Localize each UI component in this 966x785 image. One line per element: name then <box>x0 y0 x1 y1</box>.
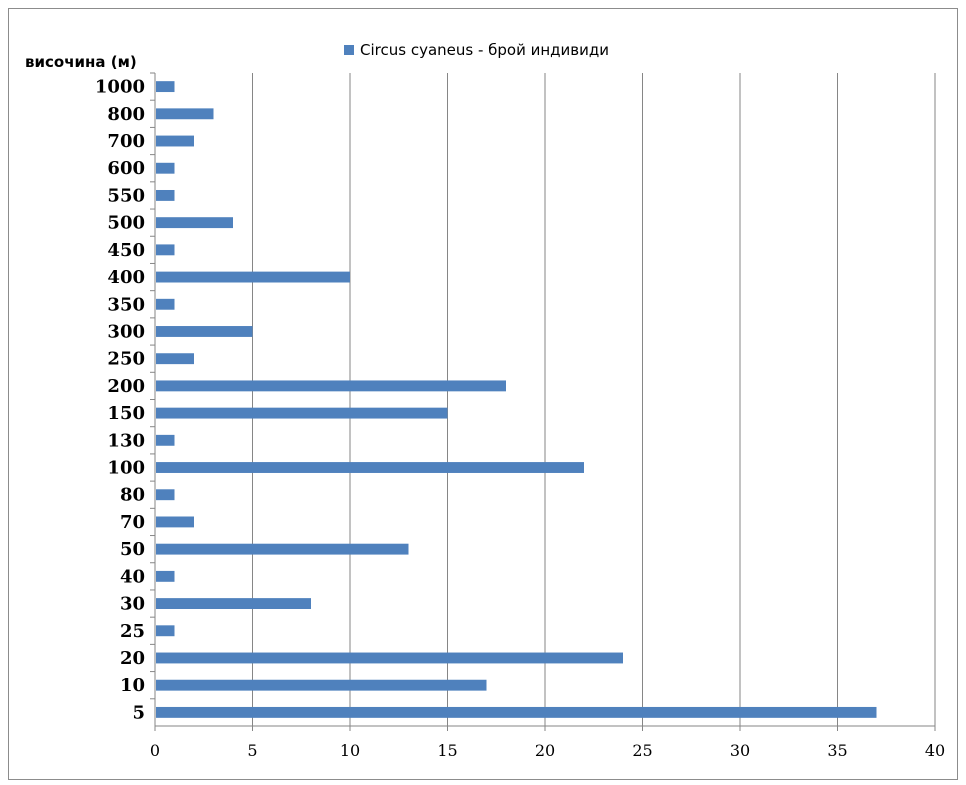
y-tick-label: 100 <box>107 458 145 479</box>
y-tick-label: 250 <box>107 349 145 370</box>
bar-700 <box>156 135 194 147</box>
axes <box>154 73 935 727</box>
bar-350 <box>156 298 175 310</box>
bar-30 <box>156 598 311 610</box>
bar-40 <box>156 570 175 582</box>
bar-1000 <box>156 81 175 93</box>
y-tick-label: 600 <box>107 158 145 179</box>
y-tick-label: 150 <box>107 403 145 424</box>
bar-chart: 1000800700600550500450400350300250200150… <box>25 41 945 760</box>
y-tick-label: 130 <box>107 430 145 451</box>
y-tick-label: 550 <box>107 185 145 206</box>
bar-500 <box>156 217 233 229</box>
bar-20 <box>156 652 623 664</box>
bar-130 <box>156 434 175 446</box>
bar-450 <box>156 244 175 256</box>
x-tick-label: 20 <box>535 741 555 760</box>
y-tick-label: 200 <box>107 376 145 397</box>
y-tick-label: 25 <box>120 621 145 642</box>
bar-250 <box>156 353 194 365</box>
y-tick-label: 80 <box>120 485 145 506</box>
x-tick-label: 35 <box>827 741 847 760</box>
bar-10 <box>156 679 487 691</box>
legend-swatch <box>344 45 354 55</box>
bar-150 <box>156 407 448 419</box>
y-tick-label: 10 <box>120 675 145 696</box>
y-tick-label: 800 <box>107 104 145 125</box>
bar-600 <box>156 162 175 174</box>
gridlines <box>150 72 936 731</box>
bar-80 <box>156 489 175 501</box>
y-tick-label: 20 <box>120 648 145 669</box>
x-tick-label: 10 <box>340 741 360 760</box>
x-tick-label: 5 <box>247 741 257 760</box>
bar-50 <box>156 543 409 555</box>
y-tick-label: 40 <box>120 566 145 587</box>
y-tick-label: 350 <box>107 294 145 315</box>
x-tick-label: 40 <box>925 741 945 760</box>
legend: Circus cyaneus - брой индивиди <box>344 41 609 59</box>
y-tick-label: 30 <box>120 594 145 615</box>
y-tick-label: 50 <box>120 539 145 560</box>
bar-100 <box>156 462 584 473</box>
x-tick-label: 15 <box>437 741 457 760</box>
bar-300 <box>156 326 253 337</box>
y-tick-label: 700 <box>107 131 145 152</box>
x-tick-label: 30 <box>730 741 750 760</box>
bar-550 <box>156 189 175 201</box>
y-tick-labels: 1000800700600550500450400350300250200150… <box>95 77 145 724</box>
bar-70 <box>156 516 194 528</box>
legend-label: Circus cyaneus - брой индивиди <box>360 41 609 59</box>
bars <box>156 81 877 718</box>
y-tick-label: 300 <box>107 321 145 342</box>
x-tick-label: 25 <box>632 741 652 760</box>
y-axis-label: височина (м) <box>25 53 137 71</box>
bar-800 <box>156 108 214 120</box>
y-tick-label: 70 <box>120 512 145 533</box>
y-tick-label: 500 <box>107 213 145 234</box>
chart-frame: 1000 800 700 600 550 500 450 400 350 300 250 200 150… <box>8 8 958 780</box>
x-tick-label: 0 <box>150 741 160 760</box>
y-tick-label: 450 <box>107 240 145 261</box>
y-tick-label: 5 <box>132 702 145 723</box>
x-tick-labels: 0 5 10 15 20 25 30 35 40 <box>150 741 945 760</box>
y-tick-label: 400 <box>107 267 145 288</box>
y-tick-label: 1000 <box>95 77 145 98</box>
bar-25 <box>156 625 175 637</box>
bar-400 <box>156 271 350 283</box>
bar-5 <box>156 706 877 718</box>
bar-200 <box>156 380 506 392</box>
